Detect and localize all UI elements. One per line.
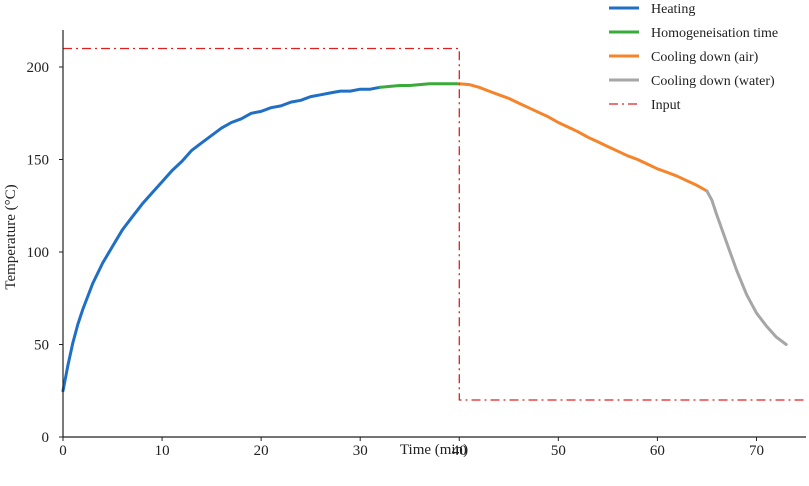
x-axis-title: Time (min) <box>400 442 468 458</box>
y-tick-label: 100 <box>27 245 50 261</box>
series-line-heating <box>61 85 382 393</box>
legend-label-input: Input <box>651 98 681 113</box>
x-tick-label: 40 <box>452 443 467 459</box>
y-axis-title: Temperature (°C) <box>3 184 19 289</box>
x-tick-label: 10 <box>155 443 170 459</box>
x-tick-label: 60 <box>650 443 665 459</box>
x-ticks: 0 10 20 30 40 50 60 70 <box>59 437 764 459</box>
legend-label-homogeneisation-time: Homogeneisation time <box>651 26 778 41</box>
y-tick-label: 50 <box>34 338 49 354</box>
series-line-input <box>63 47 806 401</box>
x-tick-label: 20 <box>254 443 269 459</box>
series-line-cooling-down-air <box>457 82 709 193</box>
legend-label-cooling-down-air: Cooling down (air) <box>651 50 759 65</box>
y-ticks: 0 50 100 150 200 <box>27 60 63 446</box>
x-tick-label: 0 <box>59 443 67 459</box>
x-tick-label: 30 <box>353 443 368 459</box>
y-tick-label: 150 <box>27 153 50 169</box>
legend-label-cooling-down-water: Cooling down (water) <box>651 74 775 89</box>
series-line-cooling-down-water <box>705 189 788 346</box>
series-line-homogeneisation-time <box>378 82 461 89</box>
y-tick-label: 0 <box>42 430 50 446</box>
series-layer <box>61 47 806 401</box>
x-tick-label: 70 <box>749 443 764 459</box>
y-tick-label: 200 <box>27 60 50 76</box>
legend-label-heating: Heating <box>651 2 695 17</box>
x-tick-label: 50 <box>551 443 566 459</box>
legend: Heating Homogeneisation time Cooling down … <box>609 2 778 113</box>
